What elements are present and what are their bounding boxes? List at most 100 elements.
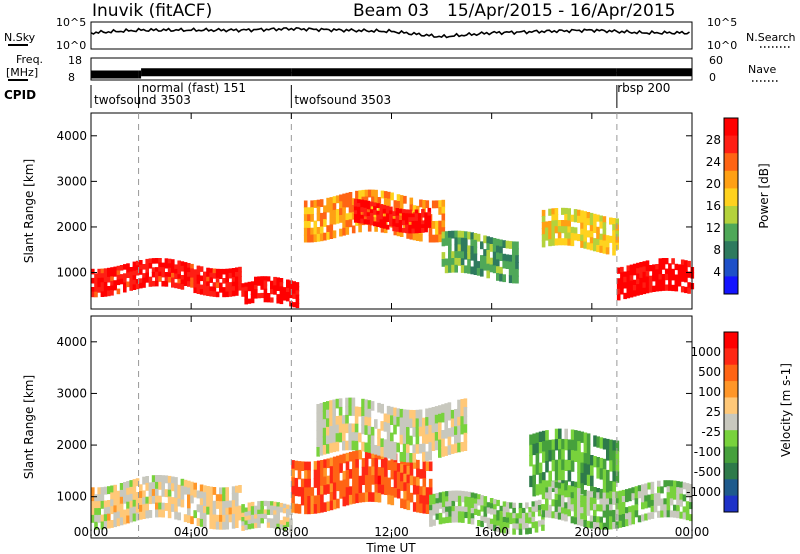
power-cell: [385, 205, 390, 211]
power-cell: [231, 277, 236, 283]
velocity-cell: [631, 487, 635, 495]
power-cell: [609, 235, 613, 243]
velocity-cell: [609, 516, 613, 524]
velocity-cell: [167, 496, 172, 505]
power-cell: [561, 226, 565, 234]
velocity-cell: [250, 501, 255, 508]
velocity-cell: [374, 483, 379, 494]
power-cell: [247, 298, 252, 304]
power-cell: [91, 291, 95, 298]
velocity-cell: [537, 505, 542, 512]
velocity-cell: [460, 424, 464, 435]
power-cell: [586, 242, 591, 250]
velocity-cell: [480, 520, 484, 528]
power-cell: [480, 268, 484, 277]
power-cell: [401, 209, 406, 214]
power-cell: [260, 284, 264, 290]
velocity-cell: [460, 442, 464, 452]
velocity-cell: [663, 510, 667, 518]
power-cell: [351, 211, 356, 220]
power-cell: [512, 261, 516, 270]
power-cell: [199, 275, 204, 282]
velocity-cell: [609, 449, 613, 462]
velocity-cell: [586, 474, 591, 486]
noise-panel-frame: [90, 21, 693, 50]
power-cell: [148, 281, 153, 287]
velocity-cell: [384, 485, 388, 495]
velocity-cell: [338, 406, 343, 417]
power-cell: [203, 289, 207, 296]
power-cell: [123, 282, 127, 288]
velocity-cell: [489, 518, 494, 525]
velocity-cell: [323, 485, 327, 495]
velocity-cell: [364, 449, 369, 459]
velocity-cell: [545, 510, 549, 518]
power-cell: [454, 237, 458, 246]
velocity-cell: [570, 439, 575, 452]
power-cell: [464, 238, 468, 246]
velocity-cell: [212, 487, 217, 495]
velocity-cell: [374, 466, 379, 477]
velocity-cell: [676, 487, 680, 495]
power-cell: [295, 298, 300, 304]
velocity-cell: [438, 497, 443, 504]
velocity-cell: [222, 494, 226, 503]
power-cell: [626, 292, 631, 299]
power-cell: [405, 228, 409, 234]
velocity-cell: [116, 504, 121, 513]
velocity-cell: [148, 510, 153, 518]
velocity-cell: [444, 429, 448, 439]
velocity-cell: [612, 522, 616, 529]
velocity-cell: [352, 468, 356, 478]
power-cell: [129, 280, 133, 287]
velocity-cell: [110, 506, 114, 515]
velocity-colorbar-swatch: [724, 364, 738, 382]
velocity-cell: [606, 469, 610, 482]
power-cell: [448, 237, 452, 246]
power-cell: [174, 268, 178, 275]
power-cell: [212, 282, 217, 288]
power-cell: [187, 276, 191, 283]
velocity-cell: [577, 506, 581, 514]
power-cell: [263, 288, 268, 294]
velocity-cell: [618, 496, 623, 504]
velocity-cell: [219, 514, 223, 523]
velocity-cell: [499, 521, 504, 528]
power-cell: [390, 192, 394, 201]
power-cell: [593, 225, 597, 233]
velocity-cell: [412, 502, 417, 512]
velocity-cell: [196, 490, 201, 499]
velocity-colorbar-swatch: [724, 332, 738, 349]
power-cell: [177, 260, 181, 267]
velocity-cell: [339, 454, 343, 465]
velocity-cell: [129, 500, 133, 509]
velocity-cell: [342, 496, 347, 507]
velocity-cell: [289, 509, 293, 516]
velocity-cell: [657, 492, 661, 500]
velocity-cell: [119, 489, 124, 498]
power-cell: [612, 248, 616, 256]
velocity-cell: [554, 511, 559, 519]
power-cell: [196, 279, 201, 285]
power-cell: [353, 217, 358, 223]
velocity-cell: [393, 470, 398, 481]
power-cell: [247, 281, 252, 287]
velocity-cell: [316, 469, 321, 479]
power-cell: [116, 288, 121, 295]
velocity-cell: [558, 438, 562, 451]
velocity-cell: [631, 505, 635, 513]
power-cell: [668, 268, 672, 275]
power-cell: [279, 282, 284, 288]
power-cell: [196, 288, 201, 294]
velocity-cell: [537, 510, 542, 517]
velocity-cell: [145, 503, 149, 512]
power-cell: [502, 260, 506, 269]
power-cell: [403, 195, 407, 204]
velocity-cell: [322, 419, 327, 429]
power-cell: [263, 280, 268, 286]
velocity-cell: [583, 508, 587, 515]
velocity-cell: [429, 494, 433, 501]
power-cell: [353, 206, 358, 212]
velocity-cell: [361, 416, 365, 426]
velocity-cell: [402, 435, 407, 445]
